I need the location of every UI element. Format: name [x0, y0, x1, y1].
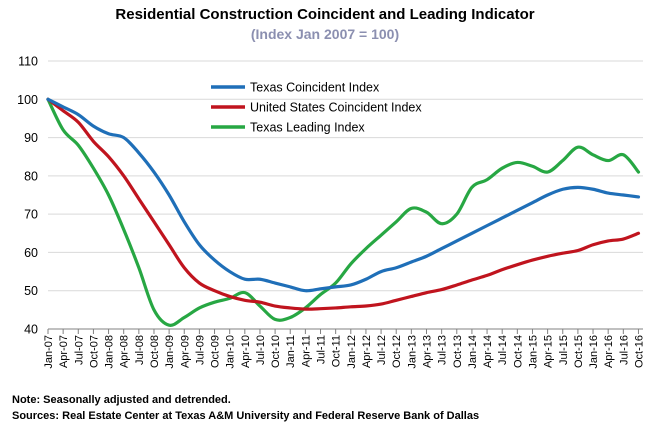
- x-tick-label: Oct-07: [88, 335, 100, 368]
- series-lines: [46, 97, 641, 327]
- x-tick-label: Jan-16: [588, 335, 600, 369]
- x-tick-label: Jul-11: [316, 335, 328, 364]
- x-tick-label: Jul-09: [194, 335, 206, 365]
- x-tick-label: Jan-13: [406, 335, 418, 369]
- x-tick-label: Apr-11: [300, 335, 312, 367]
- series-line-1: [46, 97, 641, 311]
- x-tick-label: Jul-07: [73, 335, 85, 365]
- x-tick-label: Jan-08: [104, 335, 116, 369]
- y-tick-label: 110: [18, 55, 38, 69]
- series-line-2: [46, 97, 641, 327]
- x-tick-label: Apr-15: [543, 335, 555, 368]
- x-tick-label: Jul-13: [437, 335, 449, 365]
- y-tick-label: 70: [24, 208, 38, 222]
- chart-subtitle: (Index Jan 2007 = 100): [250, 26, 400, 42]
- x-tick-label: Jan-12: [346, 335, 358, 369]
- y-tick-label: 50: [24, 284, 38, 298]
- x-tick-label: Apr-16: [603, 335, 615, 368]
- y-tick-label: 90: [24, 131, 38, 145]
- x-tick-label: Apr-09: [179, 335, 191, 368]
- x-tick-label: Jul-12: [376, 335, 388, 365]
- y-tick-label: 100: [17, 93, 38, 107]
- x-tick-label: Jan-07: [43, 335, 55, 369]
- x-tick-label: Jan-10: [225, 335, 237, 369]
- x-tick-label: Oct-15: [573, 335, 585, 368]
- x-tick-label: Jul-08: [134, 335, 146, 365]
- x-tick-label: Apr-08: [119, 335, 131, 368]
- x-tick-label: Oct-10: [270, 335, 282, 368]
- y-tick-label: 60: [24, 246, 38, 260]
- x-tick-label: Oct-16: [633, 335, 645, 368]
- x-tick-label: Jan-14: [467, 335, 479, 369]
- x-tick-label: Oct-09: [210, 335, 222, 368]
- x-tick-label: Jul-14: [497, 335, 509, 365]
- legend-label: Texas Coincident Index: [250, 81, 380, 95]
- legend-label: United States Coincident Index: [250, 101, 422, 115]
- y-tick-label: 40: [24, 323, 38, 337]
- x-tick-label: Jul-10: [255, 335, 267, 365]
- x-tick-label: Apr-13: [421, 335, 433, 368]
- note-text: Note: Seasonally adjusted and detrended.: [12, 394, 231, 406]
- legend-label: Texas Leading Index: [250, 121, 365, 135]
- sources-text: Sources: Real Estate Center at Texas A&M…: [12, 410, 480, 422]
- x-tick-label: Apr-07: [58, 335, 70, 368]
- x-tick-label: Jul-15: [558, 335, 570, 365]
- chart-title: Residential Construction Coincident and …: [115, 6, 535, 23]
- x-tick-label: Oct-11: [331, 335, 343, 367]
- series-line-0: [46, 97, 641, 293]
- x-tick-label: Apr-12: [361, 335, 373, 368]
- x-tick-label: Jan-11: [285, 335, 297, 368]
- x-tick-label: Oct-08: [149, 335, 161, 368]
- x-tick-label: Oct-13: [452, 335, 464, 368]
- x-tick-label: Oct-12: [391, 335, 403, 368]
- x-tick-label: Oct-14: [512, 335, 524, 368]
- x-tick-label: Jul-16: [618, 335, 630, 365]
- y-axis-ticks: 40 50 60 70 80 90 100 110: [17, 55, 38, 337]
- x-tick-label: Apr-14: [482, 335, 494, 368]
- x-tick-label: Apr-10: [240, 335, 252, 368]
- x-tick-label: Jan-15: [527, 335, 539, 369]
- legend: Texas Coincident Index United States Coin…: [211, 81, 422, 135]
- y-tick-label: 80: [24, 169, 38, 183]
- x-axis: Jan-07 Apr-07 Jul-07 Oct-07 Jan-08 Apr-08 Jul-…: [43, 328, 645, 369]
- x-tick-label: Jan-09: [164, 335, 176, 369]
